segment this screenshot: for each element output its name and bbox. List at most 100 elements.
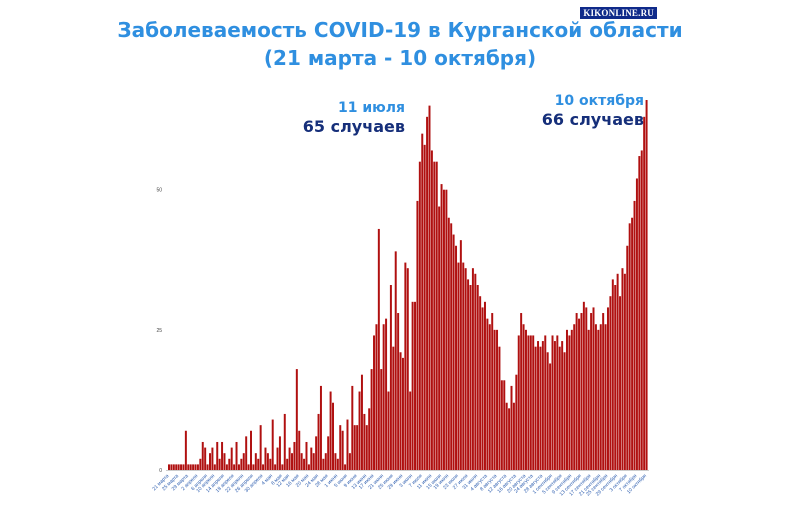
bar [493, 329, 496, 470]
bar [520, 313, 523, 470]
bar [551, 335, 554, 470]
bar [293, 441, 296, 470]
bar [616, 273, 619, 470]
bar [274, 464, 277, 470]
bar [221, 441, 224, 470]
bar [269, 458, 272, 470]
bar [192, 464, 195, 470]
bar [187, 464, 190, 470]
bar [344, 464, 347, 470]
bar [438, 206, 441, 470]
bar [570, 329, 573, 470]
bar [305, 441, 308, 470]
bar [643, 116, 646, 470]
bar [582, 301, 585, 470]
bar [373, 335, 376, 470]
bar [609, 296, 612, 470]
bar [534, 346, 537, 470]
bar [515, 374, 518, 470]
bar [334, 453, 337, 470]
bar [351, 385, 354, 470]
bar [626, 245, 629, 470]
bar [182, 464, 185, 470]
bar [397, 313, 400, 470]
bar [418, 161, 421, 471]
bar [177, 464, 180, 470]
bar [464, 268, 467, 470]
bar [295, 369, 298, 470]
bar [332, 402, 334, 470]
bar [228, 458, 231, 470]
bar [505, 402, 508, 470]
bar [206, 464, 209, 470]
bar [529, 335, 532, 470]
bar [423, 144, 426, 470]
bar [406, 268, 409, 470]
bar [638, 156, 641, 470]
bar [375, 324, 378, 470]
bar [614, 285, 617, 470]
bar [257, 458, 260, 470]
bar [303, 458, 306, 470]
bar [286, 458, 289, 470]
bar [541, 341, 544, 470]
bar [510, 385, 513, 470]
bar [370, 369, 373, 470]
bar [459, 240, 462, 470]
peak-annotation-october: 10 октября 66 случаев [542, 93, 644, 129]
bar [172, 464, 175, 470]
bar [445, 189, 448, 470]
bar [170, 464, 173, 470]
bar [358, 391, 361, 470]
bar [310, 447, 313, 470]
bar [471, 268, 474, 470]
bar [245, 436, 248, 470]
bar [573, 324, 576, 470]
bar [380, 369, 383, 470]
peak-annotation-october-cases: 66 случаев [541, 110, 644, 129]
bar [184, 430, 187, 470]
bar [568, 335, 571, 470]
bar [645, 100, 648, 470]
bar [233, 464, 236, 470]
bar [522, 324, 525, 470]
bar [235, 441, 238, 470]
bar [546, 352, 549, 470]
peak-annotation-july-date: 11 июля [337, 100, 405, 116]
bar [259, 425, 262, 470]
bar [500, 380, 503, 470]
bar [385, 318, 388, 470]
bar [300, 453, 303, 470]
bar [319, 385, 322, 470]
bar [599, 324, 602, 470]
bar [481, 307, 484, 470]
bar [556, 335, 559, 470]
bar [213, 464, 216, 470]
bar [353, 425, 356, 470]
bar [180, 464, 183, 470]
bar [508, 408, 511, 470]
bar [604, 324, 607, 470]
bar [628, 223, 631, 470]
bar [389, 285, 392, 470]
bar [252, 464, 255, 470]
bar [442, 189, 445, 470]
bar [368, 408, 371, 470]
bar [590, 313, 593, 470]
bar [168, 464, 170, 470]
bar [315, 436, 318, 470]
peak-annotation-october-date: 10 октября [554, 93, 644, 109]
chart-title: Заболеваемость COVID-19 в Курганской обл… [117, 18, 683, 42]
bar [597, 329, 600, 470]
bar [356, 425, 359, 470]
bar [336, 458, 339, 470]
bar [194, 464, 197, 470]
bar [266, 453, 269, 470]
bar [247, 464, 250, 470]
bar [204, 447, 207, 470]
bar [474, 273, 477, 470]
bar [426, 116, 429, 470]
bar [479, 296, 482, 470]
bar [587, 329, 590, 470]
bar [561, 341, 564, 470]
